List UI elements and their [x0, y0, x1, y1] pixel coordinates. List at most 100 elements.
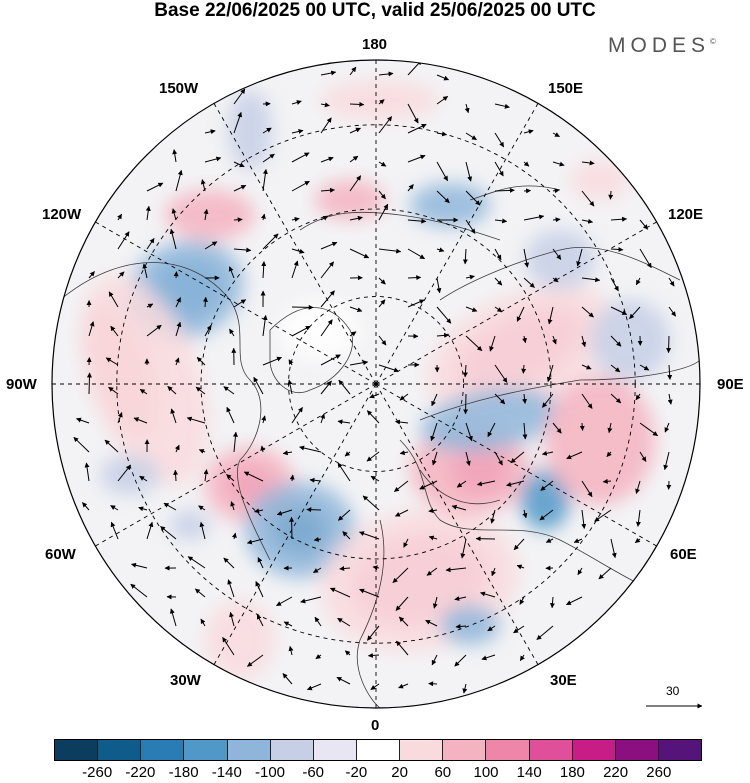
wind-arrow [146, 521, 154, 540]
wind-arrow [349, 306, 363, 313]
wind-arrow [513, 538, 525, 551]
anomaly-region [525, 230, 595, 290]
wind-arrow [516, 306, 525, 322]
meridian-line [95, 221, 377, 385]
wind-arrow [639, 364, 650, 371]
wind-arrow [489, 335, 496, 352]
wind-arrow [606, 451, 612, 457]
anomaly-region [545, 375, 655, 505]
wind-arrow [519, 596, 525, 605]
wind-arrow [174, 444, 180, 453]
wind-arrow [146, 324, 162, 337]
wind-arrow [494, 451, 503, 466]
wind-arrow [399, 393, 409, 401]
wind-arrow [465, 132, 477, 141]
wind-arrow [320, 290, 335, 308]
wind-arrow [88, 321, 95, 337]
wind-arrow [349, 215, 363, 221]
wind-arrow [581, 190, 595, 207]
wind-arrow [542, 393, 554, 408]
wind-arrow [320, 319, 333, 337]
wind-arrow [579, 422, 585, 431]
wind-arrow [523, 248, 530, 268]
wind-arrow [232, 431, 238, 453]
wind-arrow [566, 451, 583, 460]
colorbar-cell [572, 740, 616, 760]
wind-arrow [339, 566, 351, 571]
wind-arrow [306, 683, 322, 691]
wind-arrow [349, 175, 362, 192]
wind-arrow [552, 335, 557, 345]
wind-arrow [291, 180, 310, 192]
wind-arrow [203, 469, 209, 482]
anomaly-field [81, 80, 670, 680]
wind-arrow [320, 380, 332, 395]
wind-arrow [541, 450, 554, 456]
wind-arrow [667, 364, 673, 380]
wind-arrow [291, 260, 299, 279]
wind-arrow [610, 216, 628, 222]
colorbar-labels: -260 -220 -180 -140 -100 -60 -20 20 60 100 140 180 2… [54, 764, 702, 782]
anomaly-region [228, 90, 272, 170]
wind-arrow [378, 203, 389, 221]
wind-arrow [253, 376, 264, 395]
colorbar-cell [313, 740, 357, 760]
colorbar-cell [529, 740, 573, 760]
colorbar-label: 220 [603, 764, 629, 781]
lon-label-120e: 120E [668, 206, 704, 223]
wind-arrow [635, 509, 641, 527]
wind-arrow [262, 233, 279, 250]
wind-arrow [288, 359, 294, 366]
wind-arrow [581, 218, 594, 224]
colorbar-cell [55, 740, 99, 760]
wind-arrow [344, 650, 351, 656]
wind-arrow [594, 509, 612, 522]
wind-arrow [610, 393, 622, 404]
wind-arrow [436, 247, 445, 253]
wind-arrow [110, 505, 119, 511]
wind-arrow [539, 509, 554, 521]
wind-arrow [378, 364, 400, 373]
wind-arrow [291, 325, 311, 337]
wind-arrow [138, 506, 148, 512]
lon-label-0: 0 [371, 717, 380, 734]
wind-arrow [163, 502, 177, 511]
reference-vector [646, 703, 703, 709]
wind-arrow [227, 579, 235, 598]
brand-logo: MODES© [608, 34, 716, 58]
wind-arrow [337, 509, 351, 521]
wind-arrow [462, 683, 468, 694]
wind-arrow [320, 156, 334, 163]
wind-arrow [494, 218, 508, 224]
wind-arrow [291, 248, 305, 254]
wind-arrow [230, 501, 236, 511]
wind-arrow [199, 521, 206, 540]
wind-arrow [108, 291, 119, 308]
wind-arrow [540, 480, 554, 491]
wind-arrow [320, 215, 329, 221]
wind-arrow [399, 450, 409, 456]
wind-arrow [320, 117, 332, 134]
coastline [419, 359, 700, 421]
wind-arrow [378, 99, 385, 105]
wind-arrow [223, 386, 235, 395]
wind-arrow [222, 636, 235, 656]
colorbar-label: -20 [345, 764, 368, 781]
wind-arrow [581, 335, 587, 348]
wind-arrow [315, 654, 322, 660]
wind-arrow [407, 123, 427, 134]
colorbar-label: 180 [559, 764, 585, 781]
wind-arrow [367, 652, 380, 658]
wind-arrow [276, 509, 293, 516]
wind-arrow [329, 587, 351, 598]
wind-arrow [146, 303, 154, 309]
wind-arrow [233, 299, 247, 308]
wind-arrow [581, 160, 595, 166]
wind-arrow [476, 480, 496, 487]
wind-arrow [465, 422, 473, 442]
wind-arrow [378, 248, 402, 254]
wind-arrow [666, 335, 672, 354]
coastline [356, 519, 385, 708]
brand-name: MODES [608, 34, 711, 57]
wind-arrow [139, 475, 148, 482]
